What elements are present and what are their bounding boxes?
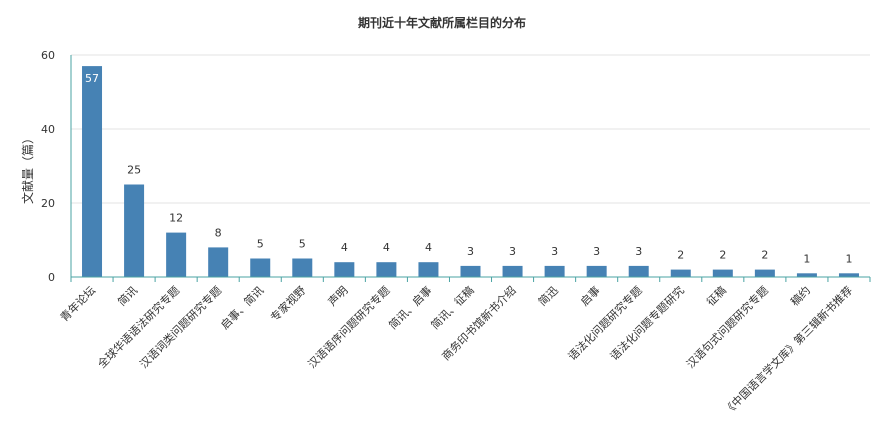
x-tick-label: 启事 xyxy=(578,284,603,309)
x-tick-label: 专家视野 xyxy=(267,283,308,324)
bar-value-label: 25 xyxy=(127,164,141,177)
axes: 0 20 40 60 xyxy=(41,49,871,284)
bar[interactable] xyxy=(628,265,649,277)
x-tick-label: 《中国语言学文库》第三辑新书推荐 xyxy=(721,283,855,417)
x-tick-label: 简迅 xyxy=(535,283,560,308)
bar[interactable] xyxy=(124,184,145,278)
bar-value-label: 3 xyxy=(467,245,474,258)
x-tick-label: 稿约 xyxy=(788,283,813,308)
bar-value-label: 3 xyxy=(509,245,516,258)
bar-value-label: 3 xyxy=(551,245,558,258)
data-labels: 57 25 12 8 5 5 4 4 4 3 3 3 3 3 2 2 2 1 1 xyxy=(85,72,852,265)
bar[interactable] xyxy=(586,265,607,277)
chart-title: 期刊近十年文献所属栏目的分布 xyxy=(358,15,526,30)
bar-value-label: 1 xyxy=(845,252,852,265)
bar-value-label: 5 xyxy=(257,238,264,251)
x-tick-label: 商务印书馆新书介绍 xyxy=(439,283,519,363)
bar[interactable] xyxy=(418,262,439,277)
bar-value-label: 2 xyxy=(677,249,684,262)
bar[interactable] xyxy=(208,247,229,277)
bar[interactable] xyxy=(250,258,271,278)
bar[interactable] xyxy=(292,258,313,278)
bar-value-label: 2 xyxy=(761,249,768,262)
bar[interactable] xyxy=(334,262,355,277)
bar-value-label: 12 xyxy=(169,212,183,225)
bar-value-label: 4 xyxy=(383,241,390,254)
y-tick-label: 40 xyxy=(41,123,55,136)
bar-value-label: 8 xyxy=(215,226,222,239)
bar[interactable] xyxy=(82,66,103,277)
bar[interactable] xyxy=(376,262,397,277)
x-tick-label: 简讯、启事 xyxy=(386,283,435,332)
bar[interactable] xyxy=(712,269,733,277)
bar-value-label: 5 xyxy=(299,238,306,251)
bar[interactable] xyxy=(838,273,859,277)
y-tick-label: 60 xyxy=(41,49,55,62)
x-tick-label: 汉语语序问题研究专题 xyxy=(305,283,393,371)
bar[interactable] xyxy=(754,269,775,277)
bar-value-label: 4 xyxy=(341,241,348,254)
grid-lines xyxy=(71,54,870,204)
bar-series xyxy=(82,66,859,277)
y-tick-label: 0 xyxy=(48,271,55,284)
x-tick-label: 语法化问题研究专题 xyxy=(565,283,645,363)
bar-value-label: 2 xyxy=(719,249,726,262)
bar[interactable] xyxy=(166,232,187,277)
x-tick-label: 汉语词类问题研究专题 xyxy=(137,283,225,371)
x-tick-label: 全球华语语法研究专题 xyxy=(95,283,183,371)
bar[interactable] xyxy=(796,273,817,277)
bar-value-label: 57 xyxy=(85,72,99,85)
y-axis-label: 文献量（篇） xyxy=(20,132,35,204)
bar-value-label: 3 xyxy=(593,245,600,258)
bar[interactable] xyxy=(670,269,691,277)
x-tick-label: 征稿 xyxy=(703,283,728,308)
bar[interactable] xyxy=(544,265,565,277)
x-tick-label: 语法化问题专题研究 xyxy=(607,283,687,363)
y-tick-label: 20 xyxy=(41,197,55,210)
x-tick-label: 青年论坛 xyxy=(57,283,98,324)
x-tick-label: 声明 xyxy=(325,283,350,308)
bar-value-label: 4 xyxy=(425,241,432,254)
bar-value-label: 3 xyxy=(635,245,642,258)
bar[interactable] xyxy=(502,265,523,277)
x-tick-label: 简讯 xyxy=(115,283,140,308)
bar[interactable] xyxy=(460,265,481,277)
bar-value-label: 1 xyxy=(803,252,810,265)
x-tick-label: 启事、简讯 xyxy=(218,283,267,332)
x-tick-label: 汉语句式问题研究专题 xyxy=(683,283,771,371)
